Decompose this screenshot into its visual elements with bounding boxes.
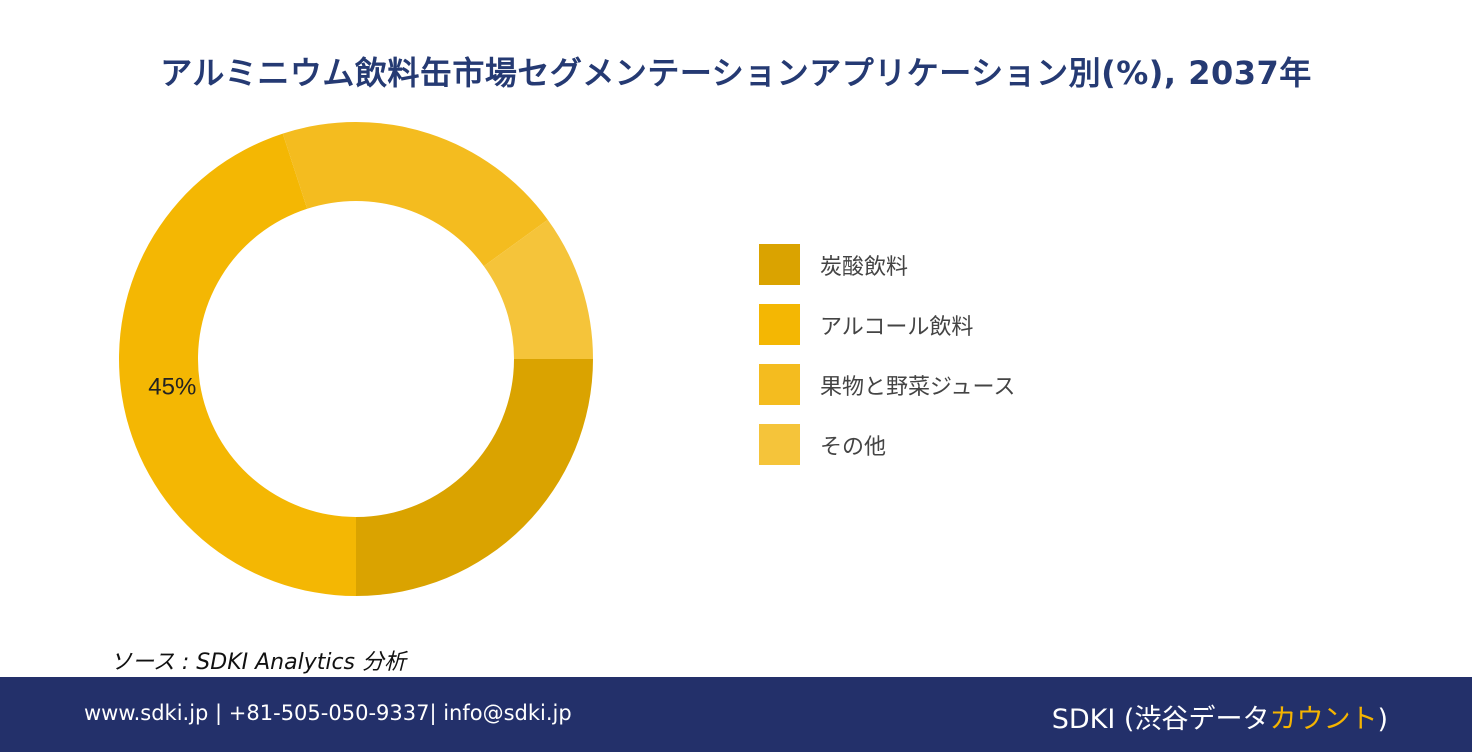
brand-suffix: ) bbox=[1377, 704, 1388, 735]
source-note: ソース : SDKI Analytics 分析 bbox=[110, 650, 407, 675]
slice-alcoholic bbox=[119, 133, 356, 596]
slice-other bbox=[483, 219, 593, 359]
legend-swatch bbox=[759, 244, 800, 285]
chart-legend: 炭酸飲料 アルコール飲料 果物と野菜ジュース その他 bbox=[759, 244, 1015, 484]
legend-swatch bbox=[759, 304, 800, 345]
legend-swatch bbox=[759, 424, 800, 465]
slice-juice bbox=[282, 122, 548, 267]
brand-accent: カウント bbox=[1269, 704, 1378, 735]
legend-item-other: その他 bbox=[759, 424, 1015, 465]
chart-slices bbox=[119, 122, 593, 596]
chart-data-labels: 45% bbox=[148, 373, 196, 400]
footer-bar: www.sdki.jp | +81-505-050-9337| info@sdk… bbox=[0, 677, 1472, 752]
legend-item-carbonated: 炭酸飲料 bbox=[759, 244, 1015, 285]
legend-label: 炭酸飲料 bbox=[820, 254, 909, 280]
legend-item-alcoholic: アルコール飲料 bbox=[759, 304, 1015, 345]
legend-label: 果物と野菜ジュース bbox=[820, 374, 1016, 400]
slice-carbonated bbox=[356, 359, 593, 596]
legend-swatch bbox=[759, 364, 800, 405]
footer-brand: SDKI (渋谷データカウント) bbox=[1052, 697, 1388, 736]
donut-chart: 45% bbox=[119, 122, 593, 596]
legend-label: アルコール飲料 bbox=[820, 314, 974, 340]
legend-label: その他 bbox=[820, 434, 887, 460]
brand-prefix: SDKI (渋谷データ bbox=[1051, 704, 1270, 735]
data-label-alcoholic: 45% bbox=[148, 373, 196, 400]
footer-contact: www.sdki.jp | +81-505-050-9337| info@sdk… bbox=[84, 701, 572, 725]
legend-item-juice: 果物と野菜ジュース bbox=[759, 364, 1015, 405]
chart-title: アルミニウム飲料缶市場セグメンテーションアプリケーション別(%), 2037年 bbox=[160, 54, 1312, 92]
